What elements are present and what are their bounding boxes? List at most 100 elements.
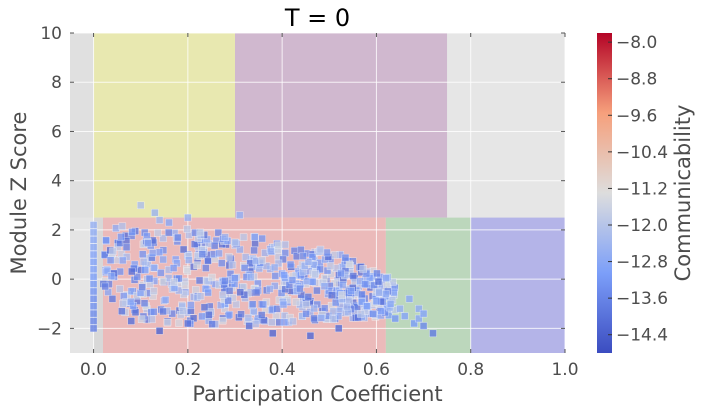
- data-point-637: [159, 277, 167, 286]
- data-point-327: [179, 290, 188, 299]
- data-point-550: [250, 246, 258, 255]
- data-point-388: [181, 281, 189, 290]
- data-point-217: [204, 288, 212, 297]
- data-points: [89, 201, 437, 340]
- data-point-276: [169, 264, 178, 272]
- region-2: [70, 33, 94, 218]
- data-point-457: [179, 245, 188, 254]
- data-point-596: [373, 269, 381, 278]
- data-point-136: [198, 312, 206, 321]
- data-point-2: [159, 234, 167, 243]
- data-point-629: [257, 311, 266, 319]
- data-point-507: [205, 311, 213, 319]
- data-point-510: [155, 248, 164, 256]
- data-point-642: [89, 236, 98, 244]
- data-point-602: [267, 247, 275, 256]
- region-3: [447, 33, 565, 218]
- data-point-8: [191, 286, 200, 294]
- colorbar-tick-label-1: −8.8: [616, 70, 657, 90]
- data-point-420: [163, 318, 172, 327]
- data-point-651: [89, 302, 98, 310]
- x-tick-label-1: 0.2: [174, 360, 201, 380]
- data-point-612: [149, 287, 158, 295]
- data-point-640: [89, 221, 98, 229]
- data-point-484: [265, 285, 274, 293]
- colorbar-tick-label-5: −12.0: [616, 216, 668, 236]
- data-point-383: [131, 308, 140, 317]
- region-7: [470, 217, 565, 353]
- data-point-441: [138, 250, 147, 258]
- data-point-173: [202, 264, 210, 272]
- data-point-504: [237, 310, 245, 318]
- data-point-552: [208, 320, 216, 328]
- data-point-178: [292, 252, 301, 261]
- x-tick-label-2: 0.4: [269, 360, 296, 380]
- data-point-590: [200, 303, 209, 312]
- data-point-447: [250, 233, 259, 241]
- data-point-681: [415, 314, 423, 323]
- colorbar-tick-label-3: −10.4: [616, 143, 668, 163]
- data-point-561: [300, 262, 309, 270]
- data-point-486: [270, 263, 279, 272]
- data-point-597: [198, 250, 207, 258]
- data-point-249: [204, 256, 212, 265]
- data-point-450: [231, 238, 239, 247]
- data-point-490: [101, 282, 109, 291]
- data-point-633: [295, 284, 304, 293]
- data-point-600: [292, 298, 300, 306]
- data-point-449: [164, 228, 173, 237]
- data-point-250: [279, 255, 287, 264]
- data-point-274: [183, 267, 192, 275]
- data-point-556: [236, 288, 245, 297]
- data-point-547: [117, 233, 125, 241]
- data-point-545: [179, 307, 187, 315]
- data-point-292: [141, 266, 149, 274]
- data-point-323: [120, 292, 128, 300]
- data-point-648: [89, 280, 98, 288]
- data-point-394: [150, 264, 158, 272]
- data-point-471: [109, 247, 117, 256]
- data-point-553: [286, 260, 295, 269]
- data-point-576: [289, 317, 297, 326]
- data-point-356: [248, 300, 257, 309]
- axes: [70, 32, 566, 353]
- data-point-646: [89, 265, 98, 274]
- data-point-469: [174, 233, 182, 242]
- y-tick-label-1: 0: [51, 270, 62, 290]
- colorbar: −8.0 −8.8 −9.6 −10.4 −11.2 −12.0 −12.8 −13.6 −14…: [597, 33, 668, 353]
- data-point-543: [145, 274, 154, 283]
- data-point-638: [361, 280, 370, 289]
- x-tick-label-0: 0.0: [80, 360, 107, 380]
- data-point-544: [122, 243, 131, 251]
- data-point-675: [429, 329, 437, 338]
- data-point-329: [228, 261, 237, 269]
- data-point-569: [316, 265, 324, 274]
- data-point-684: [363, 302, 371, 310]
- data-point-541: [310, 304, 318, 313]
- data-point-661: [108, 295, 117, 303]
- data-point-392: [161, 296, 170, 304]
- data-point-560: [297, 246, 305, 254]
- data-point-482: [345, 260, 354, 269]
- data-point-474: [215, 249, 223, 258]
- data-point-397: [101, 251, 109, 259]
- data-point-579: [252, 288, 261, 297]
- data-point-607: [246, 273, 255, 282]
- data-point-664: [155, 327, 164, 335]
- data-point-683: [372, 297, 381, 306]
- data-point-538: [323, 248, 331, 257]
- data-point-586: [127, 297, 135, 306]
- data-point-506: [170, 278, 179, 286]
- data-point-654: [89, 324, 98, 333]
- data-point-578: [218, 316, 227, 325]
- data-point-598: [221, 233, 229, 241]
- data-point-669: [245, 322, 253, 330]
- data-point-352: [281, 240, 289, 249]
- region-6: [385, 217, 471, 353]
- data-point-532: [358, 290, 366, 299]
- data-point-344: [313, 286, 321, 295]
- data-point-574: [317, 314, 326, 322]
- data-point-668: [334, 324, 343, 333]
- data-point-337: [331, 298, 340, 307]
